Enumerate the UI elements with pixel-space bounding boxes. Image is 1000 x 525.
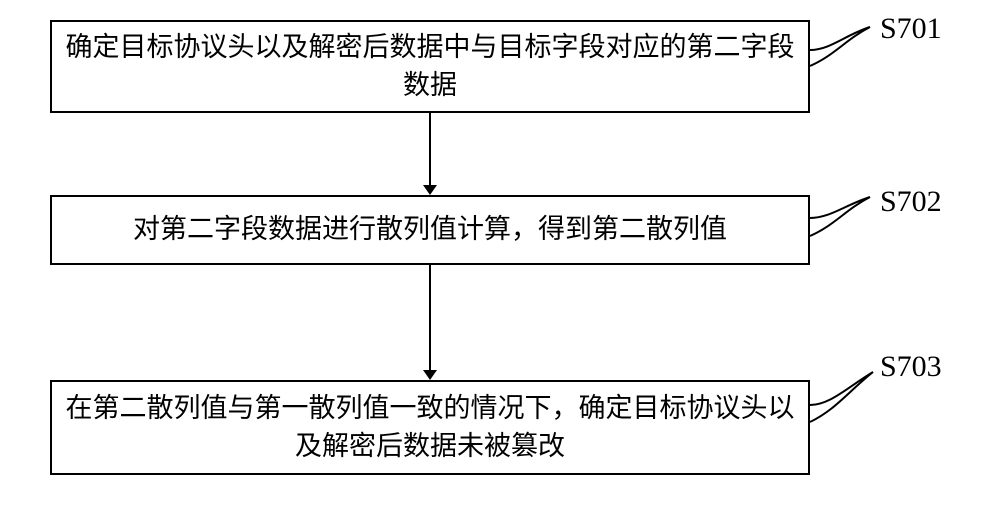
step-box-s702: 对第二字段数据进行散列值计算，得到第二散列值: [50, 195, 810, 265]
brace-s703: [810, 372, 873, 422]
step-text: 确定目标协议头以及解密后数据中与目标字段对应的第二字段数据: [62, 29, 798, 105]
step-label-s701: S701: [880, 12, 942, 46]
brace-s701: [810, 27, 870, 66]
step-text: 对第二字段数据进行散列值计算，得到第二散列值: [133, 211, 727, 249]
step-label-s703: S703: [880, 350, 942, 384]
step-box-s701: 确定目标协议头以及解密后数据中与目标字段对应的第二字段数据: [50, 20, 810, 113]
flowchart-canvas: 确定目标协议头以及解密后数据中与目标字段对应的第二字段数据 S701 对第二字段…: [0, 0, 1000, 525]
step-box-s703: 在第二散列值与第一散列值一致的情况下，确定目标协议头以及解密后数据未被篡改: [50, 380, 810, 475]
brace-s702: [810, 197, 870, 236]
step-label-s702: S702: [880, 185, 942, 219]
step-text: 在第二散列值与第一散列值一致的情况下，确定目标协议头以及解密后数据未被篡改: [62, 390, 798, 466]
